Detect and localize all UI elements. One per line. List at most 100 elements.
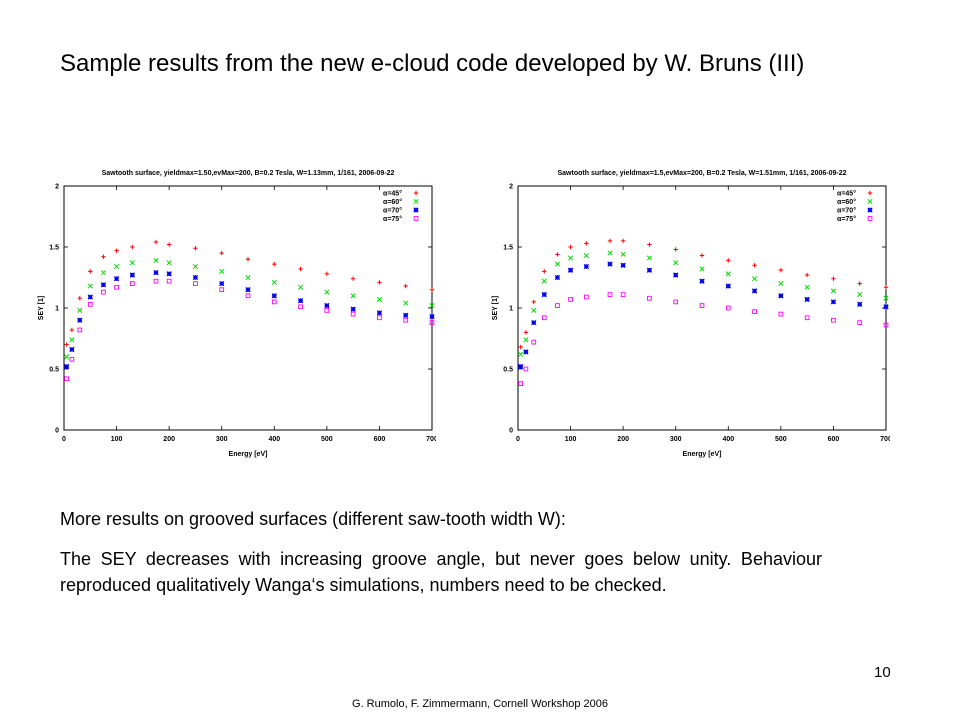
data-point [324, 308, 330, 313]
legend-marker [413, 198, 419, 205]
data-point [166, 278, 172, 284]
data-point [100, 282, 107, 288]
legend-label: α=45° [383, 190, 402, 198]
legend-label: α=75° [383, 215, 402, 223]
legend-marker [867, 198, 873, 205]
data-point [541, 278, 547, 284]
data-point [554, 261, 560, 267]
data-point [101, 254, 106, 259]
data-point [883, 322, 889, 328]
data-point [69, 337, 75, 343]
data-point [350, 311, 356, 317]
data-point [113, 276, 120, 282]
data-point [77, 317, 83, 323]
data-point [69, 327, 75, 333]
data-point [271, 299, 277, 305]
data-point [857, 292, 863, 298]
legend-marker [413, 190, 419, 196]
data-point [725, 305, 731, 311]
chart-title: Sawtooth surface, yieldmax=1.5,evMax=200… [558, 170, 847, 177]
data-point [673, 247, 678, 252]
data-point [646, 267, 653, 273]
data-point [778, 311, 784, 317]
data-point [219, 287, 225, 293]
data-point [219, 280, 225, 287]
series-3 [517, 261, 889, 370]
data-point [429, 313, 435, 320]
data-point [620, 292, 626, 297]
data-point [114, 263, 120, 270]
data-point [297, 298, 304, 304]
data-point [857, 281, 862, 286]
data-point [100, 270, 106, 276]
x-tick-label: 100 [111, 436, 123, 443]
data-point [699, 266, 705, 272]
series-2 [64, 257, 435, 360]
x-tick-label: 300 [670, 436, 682, 443]
legend-label: α=60° [383, 198, 402, 206]
series-3 [63, 269, 435, 370]
data-point [620, 262, 626, 268]
data-point [69, 346, 75, 353]
series-4 [64, 278, 435, 382]
results-intro-text: More results on grooved surfaces (differ… [60, 509, 566, 529]
data-point [298, 284, 304, 290]
data-point [153, 278, 159, 284]
x-tick-label: 700 [426, 436, 436, 443]
series-4 [518, 292, 889, 386]
data-point [517, 363, 524, 370]
data-point [403, 317, 409, 323]
data-point [778, 293, 784, 299]
data-point [324, 271, 330, 277]
x-tick-label: 500 [775, 436, 787, 443]
data-point [219, 250, 224, 256]
data-point [271, 293, 277, 299]
data-point [377, 280, 382, 285]
x-tick-label: 0 [62, 436, 66, 443]
x-tick-label: 600 [374, 436, 386, 443]
data-point [192, 274, 199, 281]
data-point [88, 269, 93, 274]
data-point [77, 296, 82, 301]
y-tick-label: 0 [55, 428, 59, 435]
y-tick-label: 2 [55, 184, 59, 191]
data-point [778, 267, 784, 273]
data-point [523, 330, 529, 335]
data-point [831, 276, 836, 281]
data-point [541, 291, 547, 298]
data-point [272, 261, 277, 267]
y-tick-label: 1 [55, 306, 59, 313]
data-point [130, 244, 135, 250]
x-tick-label: 200 [163, 436, 175, 443]
data-point [153, 257, 159, 263]
data-point [376, 310, 383, 316]
x-tick-label: 100 [565, 436, 577, 443]
chart-svg: Sawtooth surface, yieldmax=1.5,evMax=200… [492, 170, 890, 458]
data-point [725, 283, 731, 289]
data-point [298, 266, 303, 272]
data-point [153, 269, 159, 276]
x-tick-label: 400 [722, 436, 734, 443]
data-point [583, 252, 589, 259]
series-1 [64, 239, 435, 347]
data-point [699, 278, 705, 284]
data-point [245, 257, 251, 262]
data-point [350, 306, 356, 312]
data-point [193, 246, 198, 251]
data-point [64, 354, 70, 360]
data-point [804, 272, 810, 278]
data-point [523, 366, 529, 372]
data-point [403, 283, 408, 289]
data-point [350, 276, 356, 281]
data-point [324, 289, 330, 295]
y-axis-label: SEY [1] [38, 296, 45, 320]
x-tick-label: 500 [321, 436, 333, 443]
data-point [518, 381, 523, 386]
data-point [583, 294, 589, 300]
data-point [129, 281, 135, 286]
x-tick-label: 300 [216, 436, 228, 443]
results-summary-text: The SEY decreases with increasing groove… [60, 549, 822, 595]
series-2 [518, 250, 889, 357]
data-point [245, 293, 251, 299]
data-point [403, 312, 409, 318]
